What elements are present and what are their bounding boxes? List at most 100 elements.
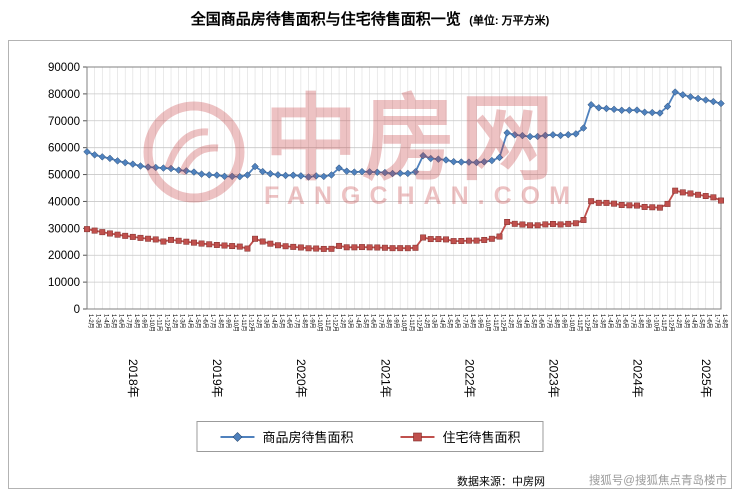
svg-text:1-2月: 1-2月 (255, 314, 262, 329)
svg-text:1-11月: 1-11月 (324, 314, 331, 332)
svg-text:1-6月: 1-6月 (202, 314, 209, 329)
svg-text:1-12月: 1-12月 (668, 314, 675, 332)
svg-text:1-5月: 1-5月 (362, 314, 369, 329)
svg-text:1-4月: 1-4月 (270, 314, 277, 329)
chart-frame: 0 10000 20000 30000 40000 50000 60000 70000 8000… (8, 40, 732, 489)
svg-text:1-6月: 1-6月 (706, 314, 713, 329)
svg-text:1-2月: 1-2月 (339, 314, 346, 329)
legend-label-residential: 住宅待售面积 (442, 430, 521, 445)
svg-text:1-11月: 1-11月 (240, 314, 247, 332)
svg-text:1-12月: 1-12月 (415, 314, 422, 332)
svg-text:1-5月: 1-5月 (530, 314, 537, 329)
svg-text:1-7月: 1-7月 (461, 314, 468, 329)
legend-marker-residential-icon (400, 432, 435, 441)
svg-text:1-4月: 1-4月 (102, 314, 109, 329)
svg-text:1-6月: 1-6月 (370, 314, 377, 329)
legend-label-commodity: 商品房待售面积 (262, 430, 354, 445)
svg-text:1-11月: 1-11月 (492, 314, 499, 332)
svg-text:1-3月: 1-3月 (263, 314, 270, 329)
svg-text:1-7月: 1-7月 (713, 314, 720, 329)
svg-text:1-6月: 1-6月 (286, 314, 293, 329)
svg-text:1-10月: 1-10月 (484, 314, 491, 332)
svg-text:2025年: 2025年 (699, 359, 713, 398)
svg-text:1-5月: 1-5月 (194, 314, 201, 329)
legend: 商品房待售面积 住宅待售面积 (196, 421, 544, 452)
svg-text:1-8月: 1-8月 (217, 314, 224, 329)
svg-text:1-3月: 1-3月 (515, 314, 522, 329)
svg-text:1-7月: 1-7月 (293, 314, 300, 329)
svg-text:2023年: 2023年 (546, 359, 560, 398)
svg-text:50000: 50000 (48, 170, 80, 182)
svg-text:1-9月: 1-9月 (561, 314, 568, 329)
svg-text:1-9月: 1-9月 (140, 314, 147, 329)
line-chart-plot: 0 10000 20000 30000 40000 50000 60000 70000 8000… (48, 62, 728, 398)
svg-text:1-12月: 1-12月 (163, 314, 170, 332)
svg-text:1-7月: 1-7月 (545, 314, 552, 329)
svg-text:1-3月: 1-3月 (683, 314, 690, 329)
svg-text:1-5月: 1-5月 (614, 314, 621, 329)
svg-text:40000: 40000 (48, 196, 80, 208)
legend-marker-commodity-icon (220, 431, 255, 442)
svg-text:1-9月: 1-9月 (309, 314, 316, 329)
svg-text:1-4月: 1-4月 (522, 314, 529, 329)
svg-text:2021年: 2021年 (378, 359, 392, 398)
svg-text:1-2月: 1-2月 (87, 314, 94, 329)
svg-text:10000: 10000 (48, 277, 80, 289)
svg-text:2018年: 2018年 (126, 359, 140, 398)
svg-text:20000: 20000 (48, 250, 80, 262)
svg-text:1-8月: 1-8月 (133, 314, 140, 329)
svg-text:1-8月: 1-8月 (637, 314, 644, 329)
svg-text:1-11月: 1-11月 (156, 314, 163, 332)
svg-text:1-10月: 1-10月 (568, 314, 575, 332)
svg-text:1-2月: 1-2月 (423, 314, 430, 329)
svg-text:0: 0 (74, 304, 80, 316)
svg-text:1-10月: 1-10月 (400, 314, 407, 332)
svg-text:1-10月: 1-10月 (232, 314, 239, 332)
svg-text:1-11月: 1-11月 (408, 314, 415, 332)
svg-text:1-9月: 1-9月 (477, 314, 484, 329)
svg-text:1-5月: 1-5月 (110, 314, 117, 329)
svg-text:1-4月: 1-4月 (438, 314, 445, 329)
chart-title: 全国商品房待售面积与住宅待售面积一览 (190, 11, 461, 28)
svg-text:1-3月: 1-3月 (431, 314, 438, 329)
chart-title-row: 全国商品房待售面积与住宅待售面积一览 (单位: 万平方米) (0, 8, 740, 29)
svg-text:1-12月: 1-12月 (499, 314, 506, 332)
legend-item-residential[interactable]: 住宅待售面积 (400, 427, 521, 446)
svg-text:1-8月: 1-8月 (553, 314, 560, 329)
svg-text:1-4月: 1-4月 (606, 314, 613, 329)
svg-text:1-5月: 1-5月 (446, 314, 453, 329)
svg-text:1-10月: 1-10月 (316, 314, 323, 332)
svg-text:1-8月: 1-8月 (469, 314, 476, 329)
svg-text:1-12月: 1-12月 (584, 314, 591, 332)
svg-text:1-3月: 1-3月 (179, 314, 186, 329)
svg-text:2024年: 2024年 (630, 359, 644, 398)
svg-text:1-11月: 1-11月 (576, 314, 583, 332)
svg-text:70000: 70000 (48, 116, 80, 128)
svg-text:1-3月: 1-3月 (95, 314, 102, 329)
svg-text:1-11月: 1-11月 (660, 314, 667, 332)
svg-text:2020年: 2020年 (294, 359, 308, 398)
svg-text:30000: 30000 (48, 223, 80, 235)
svg-text:1-9月: 1-9月 (393, 314, 400, 329)
svg-text:1-2月: 1-2月 (675, 314, 682, 329)
svg-text:60000: 60000 (48, 143, 80, 155)
svg-text:1-4月: 1-4月 (690, 314, 697, 329)
svg-text:1-7月: 1-7月 (125, 314, 132, 329)
svg-text:1-3月: 1-3月 (599, 314, 606, 329)
svg-text:1-12月: 1-12月 (331, 314, 338, 332)
svg-text:1-9月: 1-9月 (645, 314, 652, 329)
svg-text:1-2月: 1-2月 (591, 314, 598, 329)
chart-unit: (单位: 万平方米) (469, 15, 550, 27)
svg-text:1-10月: 1-10月 (652, 314, 659, 332)
svg-text:80000: 80000 (48, 89, 80, 101)
svg-text:1-6月: 1-6月 (454, 314, 461, 329)
svg-text:1-7月: 1-7月 (629, 314, 636, 329)
svg-text:1-6月: 1-6月 (622, 314, 629, 329)
svg-text:1-2月: 1-2月 (171, 314, 178, 329)
data-source-text: 数据来源：中房网 (457, 476, 545, 488)
svg-text:1-8月: 1-8月 (385, 314, 392, 329)
svg-text:1-7月: 1-7月 (209, 314, 216, 329)
legend-item-commodity[interactable]: 商品房待售面积 (219, 427, 354, 446)
svg-text:1-4月: 1-4月 (186, 314, 193, 329)
